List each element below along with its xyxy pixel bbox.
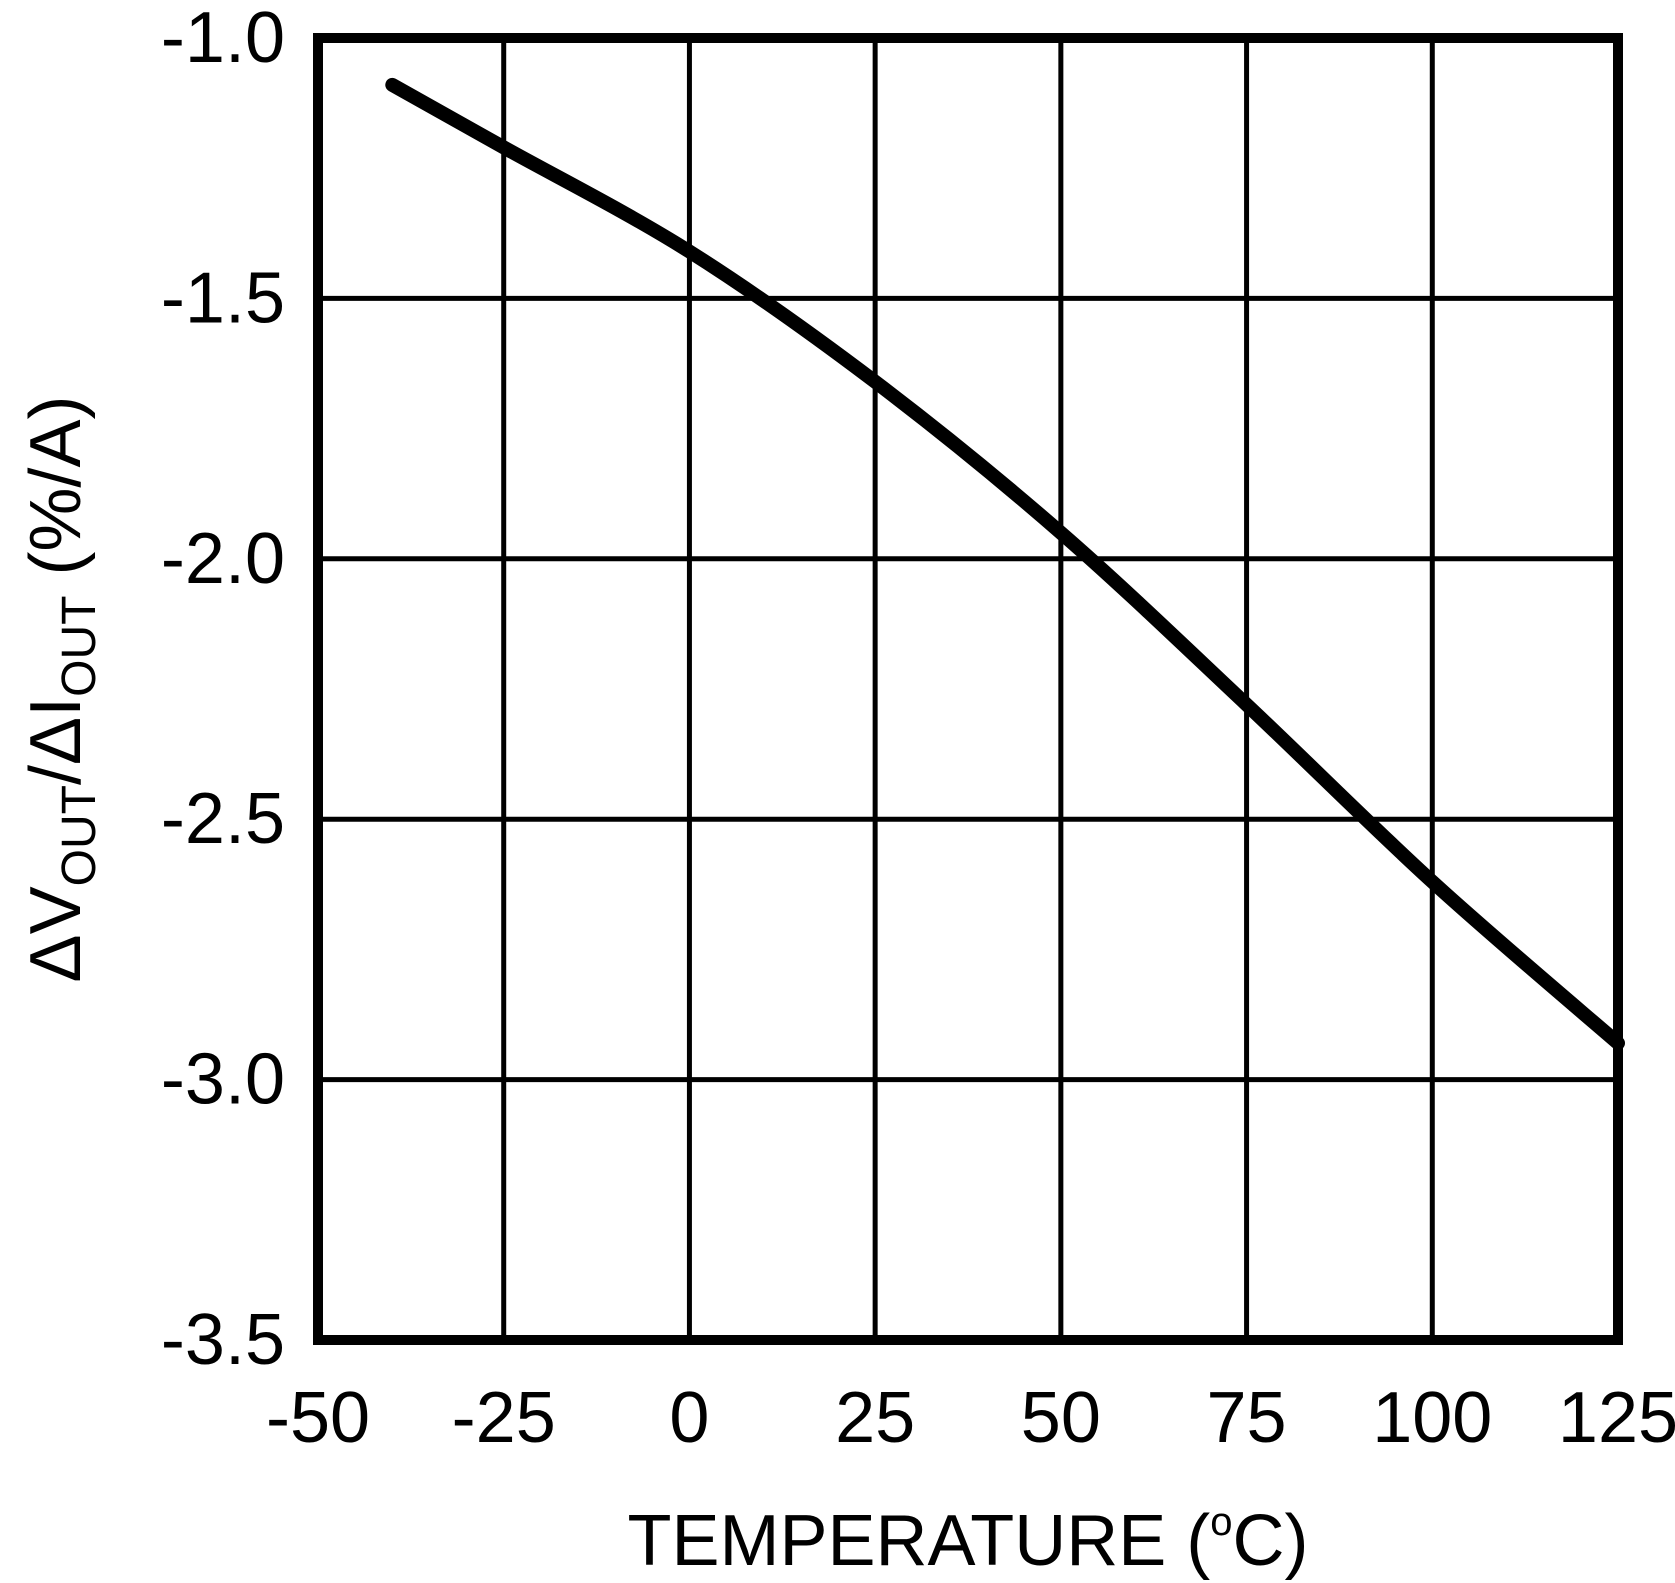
x-axis-title: TEMPERATURE (oC) [628, 1500, 1309, 1581]
y-tick-label: -3.0 [161, 1040, 285, 1120]
y-tick-label: -3.5 [161, 1300, 285, 1380]
y-tick-label: -2.0 [161, 519, 285, 599]
x-tick-label: 0 [669, 1378, 709, 1458]
y-tick-label: -1.0 [161, 0, 285, 78]
x-tick-label: -25 [452, 1378, 556, 1458]
data-curve [385, 77, 1625, 1051]
x-tick-label: 25 [835, 1378, 915, 1458]
y-axis-title: ΔVOUT/ΔIOUT (%/A) [16, 396, 106, 983]
y-tick-label: -2.5 [161, 779, 285, 859]
y-tick-label: -1.5 [161, 258, 285, 338]
x-tick-label: 50 [1021, 1378, 1101, 1458]
x-tick-label: -50 [266, 1378, 370, 1458]
x-tick-label: 125 [1558, 1378, 1675, 1458]
x-tick-label: 100 [1372, 1378, 1492, 1458]
x-tick-label: 75 [1207, 1378, 1287, 1458]
plot-border [313, 33, 1623, 1345]
